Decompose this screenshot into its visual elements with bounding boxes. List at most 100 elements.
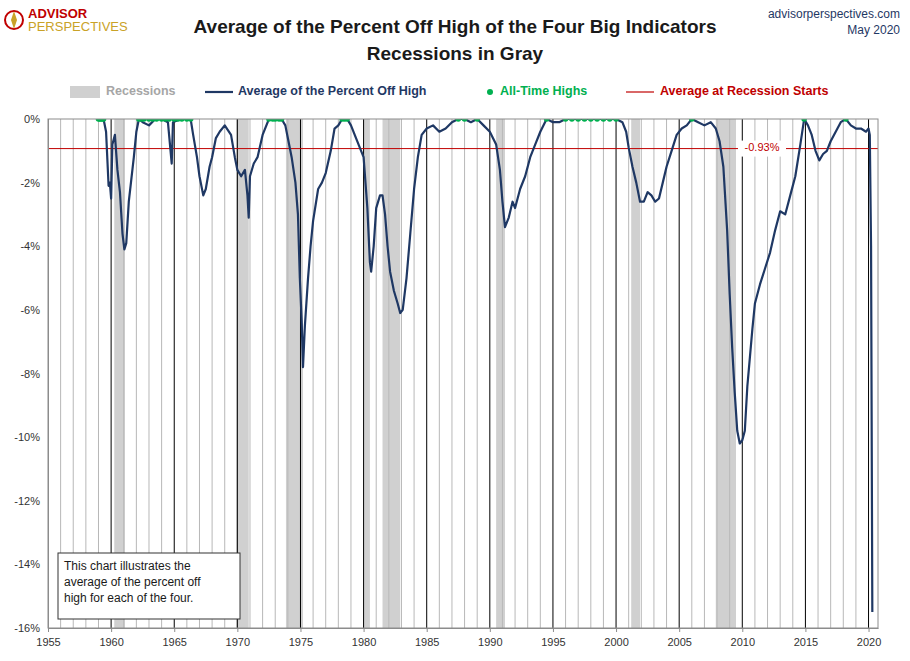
minor-grid-line	[527, 119, 528, 628]
grid-line	[616, 119, 617, 628]
title: Average of the Percent Off High of the F…	[194, 16, 717, 37]
y-tick: 0%	[24, 113, 48, 125]
tick-label: -14%	[14, 558, 40, 570]
tick-mark	[174, 628, 175, 632]
grid-line	[363, 119, 364, 628]
legend-label: Average at Recession Starts	[660, 84, 828, 98]
y-tick: -10%	[14, 431, 48, 443]
grid-line	[679, 119, 680, 628]
tick-label: 0%	[24, 113, 40, 125]
minor-grid-line	[792, 119, 793, 628]
chart-svg: ADVISORPERSPECTIVES advisorperspectives.c…	[0, 0, 910, 661]
x-tick: 1960	[99, 628, 123, 648]
note-text: high for each of the four.	[64, 591, 193, 605]
note-text: average of the percent off	[64, 575, 201, 589]
minor-grid-line	[136, 119, 137, 628]
x-tick: 1975	[289, 628, 313, 648]
minor-grid-line	[628, 119, 629, 628]
tick-mark	[490, 628, 491, 632]
legend-swatch	[205, 91, 233, 93]
logo: ADVISORPERSPECTIVES	[5, 6, 128, 34]
y-tick: -4%	[20, 240, 48, 252]
tick-mark	[300, 628, 301, 632]
logo-icon	[5, 11, 23, 29]
minor-grid-line	[439, 119, 440, 628]
minor-grid-line	[287, 119, 288, 628]
minor-grid-line	[818, 119, 819, 628]
minor-grid-line	[855, 119, 856, 628]
x-tick: 2020	[857, 628, 881, 648]
tick-mark	[742, 628, 743, 632]
minor-grid-line	[224, 119, 225, 628]
recession-band	[286, 119, 303, 628]
minor-grid-line	[464, 119, 465, 628]
tick-mark	[805, 628, 806, 632]
minor-grid-line	[830, 119, 831, 628]
tick-label: 1990	[478, 636, 502, 648]
minor-grid-line	[123, 119, 124, 628]
grid-line	[489, 119, 490, 628]
note-text: This chart illustrates the	[64, 559, 191, 573]
tick-label: 1960	[99, 636, 123, 648]
legend-label: All-Time Highs	[500, 84, 587, 98]
tick-label: 2010	[731, 636, 755, 648]
note-box	[58, 553, 240, 619]
grid-line	[426, 119, 427, 628]
series-line	[98, 119, 872, 612]
minor-grid-line	[313, 119, 314, 628]
minor-grid-line	[540, 119, 541, 628]
minor-grid-line	[85, 119, 86, 628]
minor-grid-line	[161, 119, 162, 628]
grid-line	[174, 119, 175, 628]
tick-mark	[364, 628, 365, 632]
grid-line	[552, 119, 553, 628]
minor-grid-line	[653, 119, 654, 628]
tick-label: 1975	[289, 636, 313, 648]
logo-icon	[11, 11, 17, 29]
minor-grid-line	[780, 119, 781, 628]
grid-line	[48, 119, 49, 628]
x-tick: 1965	[162, 628, 186, 648]
tick-label: -4%	[20, 240, 40, 252]
y-axis: -16%-14%-12%-10%-8%-6%-4%-2%0%	[14, 113, 48, 634]
minor-grid-line	[98, 119, 99, 628]
tick-label: -12%	[14, 495, 40, 507]
y-tick: -16%	[14, 622, 48, 634]
recession-band	[383, 119, 401, 628]
x-tick: 2010	[731, 628, 755, 648]
legend-swatch	[487, 89, 493, 95]
source: advisorperspectives.com	[768, 7, 900, 21]
minor-grid-line	[691, 119, 692, 628]
x-tick: 1990	[478, 628, 502, 648]
tick-mark	[48, 628, 49, 632]
x-tick: 1995	[541, 628, 565, 648]
tick-label: 2000	[604, 636, 628, 648]
grid-line	[868, 119, 869, 628]
minor-grid-line	[515, 119, 516, 628]
tick-label: -16%	[14, 622, 40, 634]
plot	[48, 119, 878, 628]
x-tick: 1985	[415, 628, 439, 648]
legend-swatch	[626, 91, 654, 92]
axis-line	[48, 120, 49, 629]
background	[0, 0, 910, 661]
x-axis: 1955196019651970197519801985199019952000…	[36, 628, 881, 648]
y-tick: -2%	[20, 177, 48, 189]
label-background	[738, 141, 786, 157]
subtitle: Recessions in Gray	[367, 43, 544, 64]
tick-mark	[427, 628, 428, 632]
minor-grid-line	[212, 119, 213, 628]
tick-label: 1980	[352, 636, 376, 648]
minor-grid-line	[477, 119, 478, 628]
minor-grid-line	[376, 119, 377, 628]
minor-grid-line	[388, 119, 389, 628]
tick-label: -6%	[20, 304, 40, 316]
axis-line	[49, 628, 879, 629]
minor-grid-line	[590, 119, 591, 628]
tick-mark	[111, 628, 112, 632]
grid-line	[237, 119, 238, 628]
minor-grid-line	[843, 119, 844, 628]
tick-mark	[869, 628, 870, 632]
x-tick: 1970	[226, 628, 250, 648]
x-tick: 2015	[794, 628, 818, 648]
